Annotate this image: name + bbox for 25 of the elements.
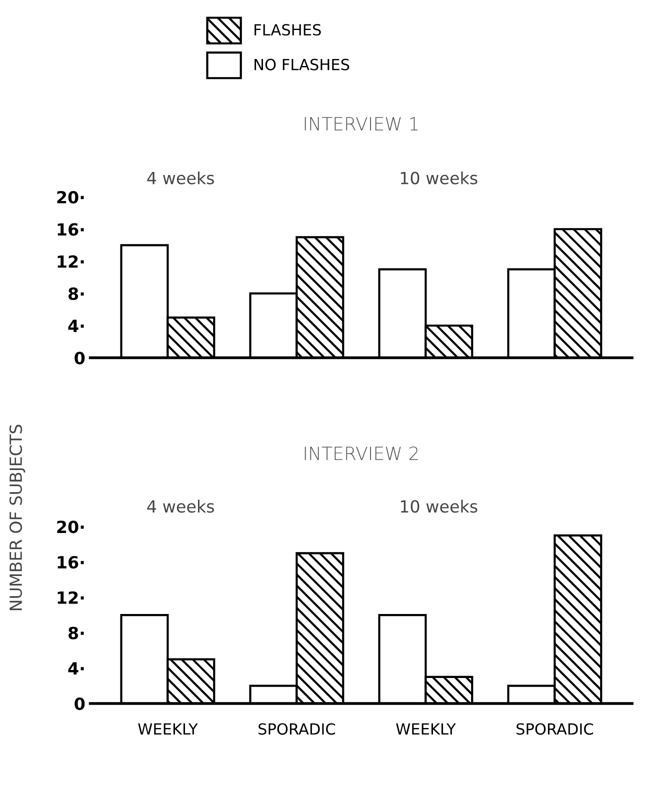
legend-label: NO FLASHES	[254, 58, 350, 70]
x-tick-label: WEEKLY	[138, 723, 198, 735]
y-tick-label: 20·	[57, 520, 84, 534]
x-tick-label: SPORADIC	[258, 723, 336, 735]
x-tick-label: SPORADIC	[516, 723, 594, 735]
y-tick-label: 16·	[58, 556, 84, 569]
text: 10 weeks	[400, 171, 478, 184]
y-tick-label: 20·	[57, 190, 84, 204]
text: 10 weeks	[400, 500, 478, 513]
x-tick-label: WEEKLY	[396, 723, 456, 735]
chart-title: INTERVIEW 2	[304, 446, 418, 460]
y-tick-label: 0	[74, 352, 85, 364]
y-tick-label: 4·	[68, 662, 84, 674]
y-tick-label: 8·	[68, 287, 84, 300]
text: 4 weeks	[147, 500, 214, 513]
legend-label: FLASHES	[254, 24, 321, 36]
y-tick-label: 0	[74, 697, 85, 710]
y-tick-label: 12·	[58, 591, 84, 604]
chart-title: INTERVIEW 1	[304, 117, 418, 130]
y-tick-label: 16·	[58, 223, 84, 236]
y-tick-label: 4·	[68, 320, 84, 332]
text: 4 weeks	[147, 171, 214, 184]
y-tick-label: 8·	[68, 626, 84, 640]
y-tick-label: 12·	[58, 255, 84, 268]
y-axis-title: NUMBER OF SUBJECTS	[9, 424, 26, 610]
